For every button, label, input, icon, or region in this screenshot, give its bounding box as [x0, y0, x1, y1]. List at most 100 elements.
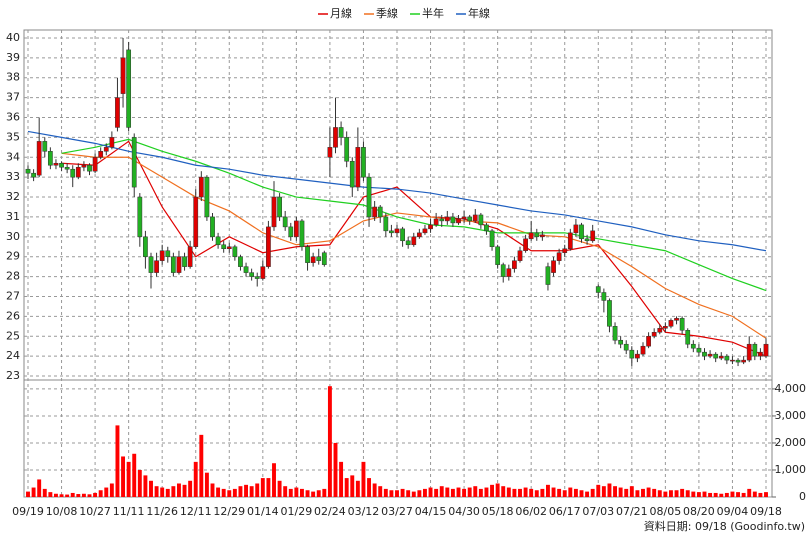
candle-body	[651, 332, 657, 337]
volume-bar	[344, 478, 349, 497]
y-tick-label: 26	[6, 309, 20, 322]
x-tick-label: 06/02	[515, 505, 547, 518]
volume-bar	[132, 453, 137, 497]
volume-bar	[42, 488, 47, 497]
candle-body	[282, 216, 288, 228]
x-tick-label: 06/17	[549, 505, 581, 518]
volume-bar	[355, 480, 360, 497]
candle-body	[607, 300, 612, 327]
volume-bar	[652, 488, 657, 497]
candle-body	[545, 266, 551, 285]
volume-bar	[81, 493, 86, 497]
volume-bar	[529, 488, 534, 497]
x-tick-label: 03/12	[348, 505, 380, 518]
y-tick-label: 27	[6, 289, 20, 302]
x-tick-label: 07/21	[616, 505, 648, 518]
volume-bar	[439, 486, 444, 497]
candle-body	[243, 266, 249, 273]
candle-body	[489, 230, 495, 248]
y-tick-label: 38	[6, 71, 20, 84]
candle-body	[36, 141, 42, 176]
candle-body	[679, 318, 685, 331]
candle-body	[321, 252, 327, 265]
volume-bar	[668, 490, 673, 497]
volume-bar	[551, 487, 556, 497]
candle-body	[579, 224, 584, 240]
volume-bar	[333, 442, 338, 497]
x-tick-label: 09/19	[12, 505, 44, 518]
candle-body	[595, 286, 601, 293]
candle-body	[517, 250, 523, 261]
candle-body	[646, 336, 651, 347]
y-tick-label: 39	[6, 51, 20, 64]
candle-body	[215, 236, 221, 246]
candle-body	[221, 244, 227, 249]
legend-label: 季線	[376, 6, 398, 20]
y2-tick-label: 3,000	[775, 409, 807, 422]
candle-body	[523, 238, 528, 251]
candle-body	[405, 240, 411, 246]
volume-bar	[37, 479, 42, 497]
candle-body	[472, 214, 478, 222]
legend-label: 月線	[330, 6, 352, 20]
volume-bar	[372, 483, 377, 497]
candle-body	[59, 162, 64, 168]
x-tick-label: 04/30	[448, 505, 480, 518]
candle-body	[718, 355, 724, 359]
x-tick-label: 07/03	[582, 505, 614, 518]
candle-body	[210, 216, 215, 238]
volume-bar	[618, 487, 623, 497]
candle-body	[657, 328, 663, 333]
candle-body	[416, 232, 422, 238]
volume-bar	[98, 490, 103, 497]
volume-bar	[260, 478, 265, 497]
volume-bar	[294, 487, 299, 497]
volume-bar	[696, 492, 701, 497]
candle-body	[25, 168, 31, 174]
candle-body	[400, 228, 405, 242]
candle-body	[584, 238, 590, 242]
candle-body	[182, 256, 187, 267]
y2-tick-label: 0	[799, 490, 806, 503]
candle-body	[662, 326, 668, 329]
volume-bar	[764, 492, 768, 497]
x-tick-label: 08/05	[650, 505, 682, 518]
candle-body	[484, 224, 489, 232]
candle-body	[758, 351, 763, 357]
candle-body	[556, 252, 562, 261]
volume-bar	[154, 486, 159, 497]
volume-bar	[713, 492, 718, 497]
volume-bar	[188, 480, 193, 497]
candle-body	[75, 166, 81, 178]
candle-body	[187, 246, 193, 267]
candle-body	[690, 343, 696, 349]
y-tick-label: 25	[6, 329, 20, 342]
legend: 月線 季線 半年 年線	[318, 6, 490, 20]
volume-bar	[126, 461, 131, 497]
volume-bar	[613, 486, 618, 497]
volume-bar	[288, 488, 293, 497]
volume-bar	[137, 469, 142, 497]
candle-body	[170, 256, 176, 273]
candle-body	[120, 57, 126, 94]
x-tick-label: 01/14	[247, 505, 279, 518]
candle-body	[327, 147, 333, 158]
y-tick-label: 36	[6, 111, 20, 124]
candle-body	[685, 330, 691, 345]
candle-body	[763, 343, 769, 357]
candle-body	[551, 260, 556, 273]
volume-bar	[434, 488, 439, 497]
volume-bar	[590, 488, 595, 497]
volume-bar	[478, 488, 483, 497]
candle-body	[735, 359, 741, 363]
ma-line	[61, 152, 767, 339]
candle-body	[238, 256, 243, 267]
y-tick-label: 40	[6, 31, 20, 44]
candle-body	[674, 318, 679, 321]
volume-bar	[568, 487, 573, 497]
volume-bar	[59, 494, 64, 497]
volume-bar	[417, 490, 422, 497]
volume-bar	[182, 484, 187, 497]
volume-bar	[624, 488, 629, 497]
volume-bar	[277, 480, 282, 497]
